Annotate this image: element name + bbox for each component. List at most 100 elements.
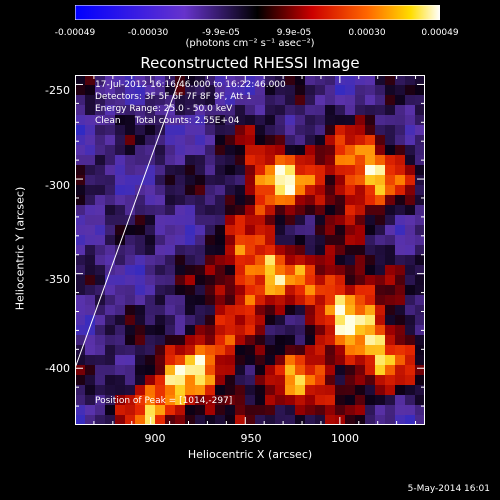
heatmap-cell xyxy=(245,295,256,306)
heatmap-cell xyxy=(135,125,146,136)
heatmap-cell xyxy=(265,135,276,146)
heatmap-cell xyxy=(95,225,106,236)
heatmap-cell xyxy=(125,215,136,226)
heatmap-cell xyxy=(105,105,116,116)
heatmap-cell xyxy=(235,85,246,96)
heatmap-cell xyxy=(225,365,236,376)
heatmap-cell xyxy=(145,85,156,96)
heatmap-cell xyxy=(325,255,336,266)
heatmap-cell xyxy=(215,285,226,296)
heatmap-cell xyxy=(125,145,136,156)
heatmap-cell xyxy=(355,395,366,406)
heatmap-cell xyxy=(375,165,386,176)
heatmap-cell xyxy=(105,355,116,366)
heatmap-cell xyxy=(205,115,216,126)
heatmap-cell xyxy=(295,265,306,276)
heatmap-cell xyxy=(125,275,136,286)
heatmap-cell xyxy=(145,165,156,176)
heatmap-cell xyxy=(155,265,166,276)
heatmap-cell xyxy=(315,375,326,386)
heatmap-cell xyxy=(105,235,116,246)
heatmap-cell xyxy=(395,305,406,316)
heatmap-cell xyxy=(155,135,166,146)
heatmap-cell xyxy=(335,225,346,236)
heatmap-cell xyxy=(415,285,425,296)
heatmap-cell xyxy=(175,395,186,406)
heatmap-cell xyxy=(145,375,156,386)
heatmap-cell xyxy=(75,145,86,156)
heatmap-cell xyxy=(345,195,356,206)
heatmap-cell xyxy=(125,95,136,106)
heatmap-cell xyxy=(335,205,346,216)
heatmap-cell xyxy=(315,335,326,346)
heatmap-cell xyxy=(95,405,106,416)
heatmap-cell xyxy=(395,155,406,166)
heatmap-cell xyxy=(185,335,196,346)
heatmap-cell xyxy=(325,335,336,346)
heatmap-cell xyxy=(205,335,216,346)
heatmap-cell xyxy=(85,255,96,266)
heatmap-cell xyxy=(105,305,116,316)
heatmap-cell xyxy=(325,285,336,296)
heatmap-cell xyxy=(405,295,416,306)
heatmap-cell xyxy=(295,335,306,346)
heatmap-cell xyxy=(205,355,216,366)
heatmap-cell xyxy=(85,175,96,186)
heatmap-cell xyxy=(95,215,106,226)
heatmap-cell xyxy=(305,165,316,176)
heatmap-cell xyxy=(335,175,346,186)
heatmap-cell xyxy=(405,175,416,186)
heatmap-cell xyxy=(185,195,196,206)
heatmap-cell xyxy=(235,375,246,386)
heatmap-cell xyxy=(255,105,266,116)
heatmap-cell xyxy=(225,305,236,316)
heatmap-cell xyxy=(265,395,276,406)
heatmap-cell xyxy=(95,175,106,186)
heatmap-cell xyxy=(275,165,286,176)
heatmap-cell xyxy=(255,325,266,336)
heatmap-cell xyxy=(325,305,336,316)
heatmap-cell xyxy=(415,405,425,416)
heatmap-cell xyxy=(245,395,256,406)
heatmap-cell xyxy=(235,415,246,425)
heatmap-cell xyxy=(245,305,256,316)
heatmap-cell xyxy=(155,335,166,346)
heatmap-cell xyxy=(405,245,416,256)
heatmap-cell xyxy=(185,85,196,96)
heatmap-cell xyxy=(205,75,216,86)
heatmap-cell xyxy=(115,415,126,425)
heatmap-cell xyxy=(125,175,136,186)
heatmap-cell xyxy=(205,215,216,226)
heatmap-cell xyxy=(265,225,276,236)
heatmap-cell xyxy=(375,385,386,396)
heatmap-cell xyxy=(265,285,276,296)
heatmap-cell xyxy=(415,155,425,166)
heatmap-cell xyxy=(285,75,296,86)
heatmap-cell xyxy=(115,75,126,86)
heatmap-cell xyxy=(75,305,86,316)
heatmap-cell xyxy=(405,155,416,166)
heatmap-cell xyxy=(395,125,406,136)
heatmap-cell xyxy=(305,355,316,366)
heatmap-cell xyxy=(375,205,386,216)
heatmap-cell xyxy=(275,95,286,106)
heatmap-cell xyxy=(225,255,236,266)
heatmap-cell xyxy=(305,285,316,296)
heatmap-cell xyxy=(395,185,406,196)
heatmap-cell xyxy=(325,145,336,156)
heatmap-cell xyxy=(345,395,356,406)
heatmap-cell xyxy=(395,385,406,396)
heatmap-cell xyxy=(205,195,216,206)
heatmap-cell xyxy=(225,345,236,356)
heatmap-cell xyxy=(225,405,236,416)
heatmap-cell xyxy=(85,245,96,256)
heatmap-cell xyxy=(305,245,316,256)
heatmap-cell xyxy=(275,195,286,206)
heatmap-cell xyxy=(375,305,386,316)
heatmap-cell xyxy=(375,85,386,96)
heatmap-cell xyxy=(385,135,396,146)
heatmap-cell xyxy=(245,95,256,106)
peak-position-text: Position of Peak = [1014,-297] xyxy=(95,396,233,406)
heatmap-cell xyxy=(305,225,316,236)
heatmap-cell xyxy=(145,385,156,396)
